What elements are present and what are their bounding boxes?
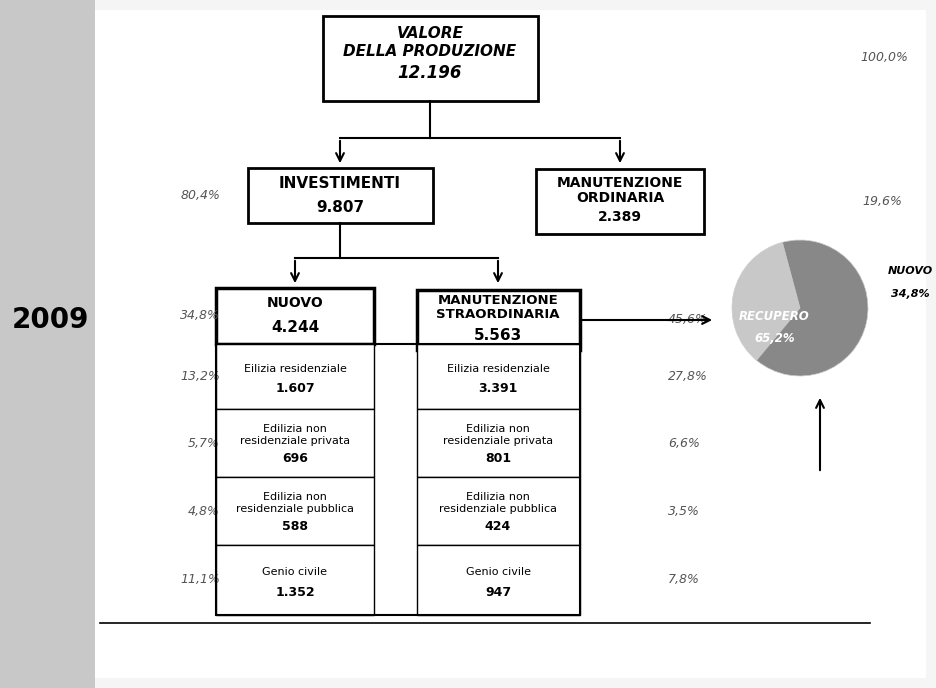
Text: 19,6%: 19,6% [862, 195, 902, 208]
Bar [417, 477, 579, 545]
Wedge shape [732, 242, 800, 361]
Text: 9.807: 9.807 [316, 200, 364, 215]
Text: 100,0%: 100,0% [860, 52, 908, 65]
Text: 801: 801 [485, 453, 511, 466]
Text: NUOVO: NUOVO [267, 296, 323, 310]
Bar [536, 169, 704, 233]
Text: 45,6%: 45,6% [668, 314, 708, 327]
Text: 34,8%: 34,8% [180, 310, 220, 323]
Text: 947: 947 [485, 585, 511, 599]
Text: 5,7%: 5,7% [188, 436, 220, 449]
Wedge shape [756, 240, 868, 376]
Text: Eilizia residenziale: Eilizia residenziale [243, 363, 346, 374]
Bar [417, 344, 579, 409]
Text: MANUTENZIONE: MANUTENZIONE [438, 294, 559, 306]
Bar [216, 545, 374, 615]
Text: residenziale privata: residenziale privata [240, 436, 350, 446]
Text: STRAORDINARIA: STRAORDINARIA [436, 308, 560, 321]
Bar [216, 344, 579, 615]
Text: RECUPERO: RECUPERO [739, 310, 810, 323]
Bar [417, 290, 579, 350]
Text: 4,8%: 4,8% [188, 504, 220, 517]
Text: 80,4%: 80,4% [180, 189, 220, 202]
Text: residenziale pubblica: residenziale pubblica [236, 504, 354, 514]
Bar [216, 288, 374, 344]
Text: NUOVO: NUOVO [888, 266, 933, 276]
Bar [417, 545, 579, 615]
Text: 12.196: 12.196 [398, 64, 462, 82]
Text: 34,8%: 34,8% [891, 290, 929, 299]
Text: DELLA PRODUZIONE: DELLA PRODUZIONE [344, 43, 517, 58]
Bar [0, 0, 95, 688]
Text: 13,2%: 13,2% [180, 370, 220, 383]
Text: 4.244: 4.244 [271, 321, 319, 336]
Text: 1.607: 1.607 [275, 382, 314, 395]
Text: residenziale pubblica: residenziale pubblica [439, 504, 557, 514]
Text: 11,1%: 11,1% [180, 574, 220, 586]
Bar [216, 477, 374, 545]
Text: Edilizia non: Edilizia non [466, 492, 530, 502]
Text: 588: 588 [282, 521, 308, 533]
Bar [216, 409, 374, 477]
Text: 696: 696 [282, 453, 308, 466]
Text: 424: 424 [485, 521, 511, 533]
Text: ORDINARIA: ORDINARIA [576, 191, 665, 205]
Text: Eilizia residenziale: Eilizia residenziale [446, 363, 549, 374]
Text: INVESTIMENTI: INVESTIMENTI [279, 175, 401, 191]
Text: VALORE: VALORE [397, 25, 463, 41]
Bar [95, 10, 926, 678]
Text: Edilizia non: Edilizia non [466, 424, 530, 434]
Text: MANUTENZIONE: MANUTENZIONE [557, 176, 683, 190]
Text: 7,8%: 7,8% [668, 574, 700, 586]
Text: 6,6%: 6,6% [668, 436, 700, 449]
Text: 5.563: 5.563 [474, 328, 522, 343]
Text: 2.389: 2.389 [598, 210, 642, 224]
Text: Genio civile: Genio civile [465, 567, 531, 577]
Text: 27,8%: 27,8% [668, 370, 708, 383]
Text: 65,2%: 65,2% [754, 332, 795, 345]
Text: residenziale privata: residenziale privata [443, 436, 553, 446]
Text: 3,5%: 3,5% [668, 504, 700, 517]
Bar [247, 167, 432, 222]
Text: 3.391: 3.391 [478, 382, 518, 395]
Text: Genio civile: Genio civile [262, 567, 328, 577]
Text: Edilizia non: Edilizia non [263, 492, 327, 502]
Text: 2009: 2009 [11, 306, 89, 334]
Bar [323, 16, 537, 100]
Text: 1.352: 1.352 [275, 585, 314, 599]
Bar [417, 409, 579, 477]
Bar [216, 344, 374, 409]
Text: Edilizia non: Edilizia non [263, 424, 327, 434]
